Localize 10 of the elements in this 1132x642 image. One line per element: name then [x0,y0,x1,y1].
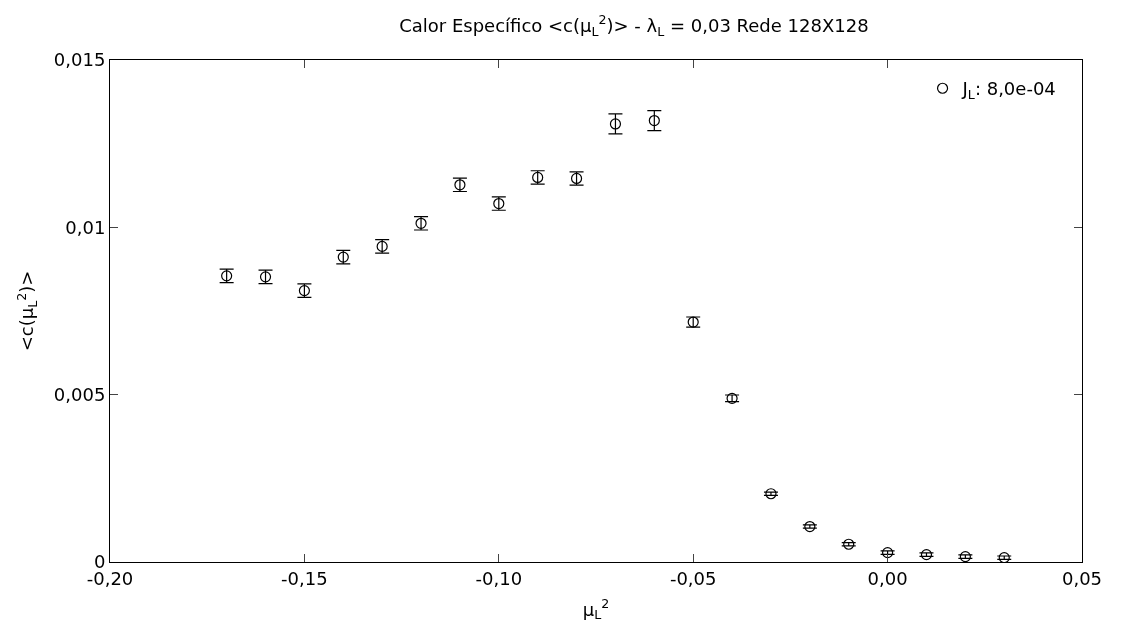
x-tick-label: 0,05 [1061,567,1103,589]
y-tick-label: 0,015 [53,49,106,71]
y-tick-label: 0,005 [53,383,106,405]
x-tick-label: -0,05 [669,567,717,589]
x-tick-label: -0,15 [281,567,328,589]
y-tick-label: 0,01 [65,216,106,238]
chart-title: Calor Específico <c(μ$_{L}$$^{2}$)> - λ$_{L}$ = 0,03 Rede 128X128 [399,12,869,39]
x-tick-label: 0,00 [867,567,908,589]
legend-label: J$_{L}$: 8,0e-04 [961,78,1056,103]
x-tick-label: -0,10 [475,567,523,589]
